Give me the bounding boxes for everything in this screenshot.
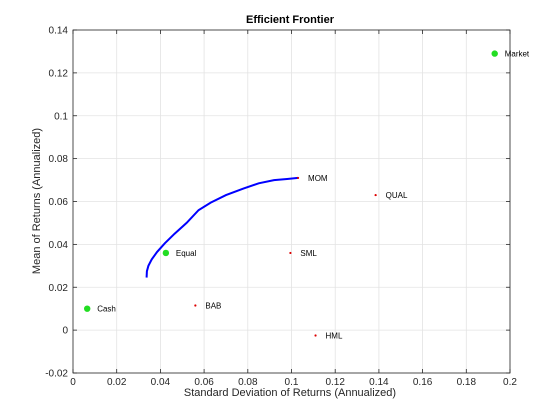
x-tick-label: 0.1 — [285, 377, 299, 388]
x-tick-label: 0.12 — [325, 377, 345, 388]
data-points: Market Cash Equal MOM QUAL SML BAB HML — [84, 50, 530, 340]
x-axis-label: Standard Deviation of Returns (Annualize… — [184, 387, 396, 399]
point-sml — [289, 251, 292, 255]
point-label-bab: BAB — [205, 301, 221, 310]
point-label-sml: SML — [300, 249, 317, 258]
point-hml — [314, 334, 317, 337]
x-tick-label: 0.08 — [238, 377, 258, 388]
x-tick-label: 0.18 — [457, 377, 477, 388]
x-tick-label: 0.06 — [194, 377, 214, 388]
point-label-cash: Cash — [97, 305, 116, 314]
grid-lines — [72, 29, 511, 374]
chart-title: Efficient Frontier — [246, 14, 335, 26]
point-mom — [296, 176, 300, 180]
x-tick-label: 0.16 — [413, 377, 433, 388]
y-tick-label: -0.02 — [45, 369, 68, 380]
point-label-mom: MOM — [308, 174, 328, 183]
point-label-hml: HML — [326, 331, 343, 340]
x-tick-label: 0.14 — [369, 377, 389, 388]
y-tick-label: 0.08 — [49, 154, 69, 165]
y-tick-label: 0.1 — [54, 111, 68, 122]
x-tick-label: 0.2 — [503, 377, 517, 388]
point-cash — [84, 305, 91, 312]
x-tick-label: 0 — [70, 377, 76, 388]
point-qual — [374, 193, 377, 197]
y-tick-label: 0.02 — [49, 283, 69, 294]
y-axis-label: Mean of Returns (Annualized) — [31, 128, 43, 274]
point-label-market: Market — [505, 50, 530, 59]
frontier-line — [145, 176, 299, 278]
y-tick-label: 0.14 — [49, 26, 69, 37]
x-tick-label: 0.02 — [107, 377, 127, 388]
y-tick-label: 0.04 — [49, 240, 69, 251]
axis-ticks — [72, 29, 511, 374]
point-market — [491, 50, 498, 57]
point-label-qual: QUAL — [386, 191, 408, 200]
point-bab — [194, 304, 197, 307]
y-tick-label: 0 — [62, 326, 68, 337]
point-label-equal: Equal — [176, 249, 197, 258]
y-tick-label: 0.12 — [49, 68, 69, 79]
x-tick-label: 0.04 — [151, 377, 171, 388]
point-equal — [162, 249, 170, 257]
tick-labels: 0 0.02 0.04 0.06 0.08 0.1 0.12 0.14 0.16 0.18 0.2 -… — [45, 26, 517, 389]
y-tick-label: 0.06 — [49, 197, 69, 208]
